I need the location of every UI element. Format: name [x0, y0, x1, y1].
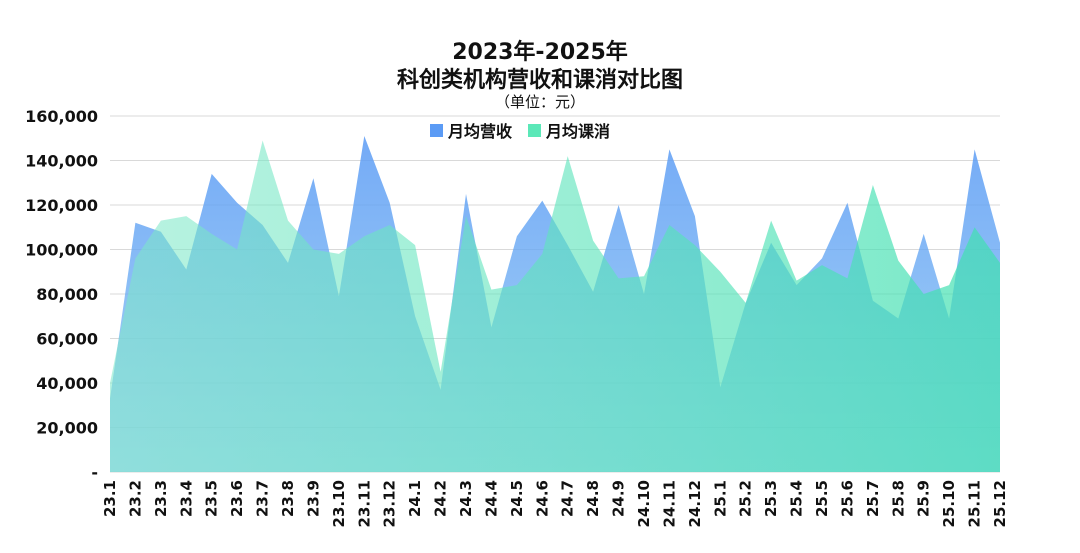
chart-unit: （单位：元） — [494, 93, 585, 111]
x-tick-label: 23.12 — [381, 480, 399, 527]
x-tick-label: 23.10 — [330, 480, 348, 527]
x-tick-label: 25.12 — [991, 480, 1009, 527]
x-tick-label: 24.3 — [457, 480, 475, 517]
legend-label: 月均课消 — [545, 122, 610, 141]
y-tick-label: 60,000 — [36, 330, 98, 349]
chart-subtitle: 科创类机构营收和课消对比图 — [396, 68, 683, 93]
x-tick-label: 24.4 — [482, 480, 500, 517]
x-tick-label: 25.7 — [864, 480, 882, 517]
x-tick-label: 25.6 — [838, 480, 856, 517]
y-tick-label: 80,000 — [36, 285, 98, 304]
x-tick-label: 23.9 — [304, 480, 322, 517]
legend-swatch — [528, 124, 541, 137]
y-tick-label: 140,000 — [25, 152, 98, 171]
x-tick-label: 23.8 — [279, 480, 297, 517]
x-tick-label: 23.11 — [355, 480, 373, 527]
series-areas — [110, 136, 1000, 472]
legend: 月均营收 月均课消 — [430, 122, 610, 141]
x-tick-label: 24.1 — [406, 480, 424, 517]
x-tick-label: 23.5 — [203, 480, 221, 517]
x-tick-label: 24.7 — [559, 480, 577, 517]
x-tick-label: 24.8 — [584, 480, 602, 517]
x-tick-label: 25.3 — [762, 480, 780, 517]
x-tick-label: 23.4 — [177, 480, 195, 517]
x-tick-label: 23.7 — [254, 480, 272, 517]
y-tick-label: 160,000 — [25, 107, 98, 126]
x-tick-label: 23.2 — [126, 480, 144, 517]
consumption-area-consumption — [110, 140, 1000, 472]
x-tick-label: 25.5 — [813, 480, 831, 517]
x-tick-label: 23.3 — [152, 480, 170, 517]
x-axis: 23.1 23.2 23.3 23.4 23.5 23.6 23.7 23.8 23.9 23.1… — [101, 480, 1009, 527]
legend-label: 月均营收 — [447, 122, 512, 141]
legend-swatch — [430, 124, 443, 137]
x-tick-label: 24.2 — [432, 480, 450, 517]
chart-title: 2023年-2025年 — [452, 40, 628, 65]
y-tick-label: - — [91, 463, 98, 482]
x-tick-label: 23.1 — [101, 480, 119, 517]
x-tick-label: 25.2 — [737, 480, 755, 517]
x-tick-label: 24.5 — [508, 480, 526, 517]
x-tick-label: 25.10 — [940, 480, 958, 527]
x-tick-label: 25.8 — [889, 480, 907, 517]
y-axis: - 20,000 40,000 60,000 80,000 100,000 120,000 1… — [25, 107, 98, 482]
x-tick-label: 25.11 — [966, 480, 984, 527]
x-tick-label: 25.9 — [915, 480, 933, 517]
x-tick-label: 24.10 — [635, 480, 653, 527]
y-tick-label: 100,000 — [25, 241, 98, 260]
x-tick-label: 24.12 — [686, 480, 704, 527]
x-tick-label: 23.6 — [228, 480, 246, 517]
x-tick-label: 25.4 — [788, 480, 806, 517]
x-tick-label: 24.9 — [610, 480, 628, 517]
y-tick-label: 120,000 — [25, 196, 98, 215]
y-tick-label: 20,000 — [36, 419, 98, 438]
x-tick-label: 24.6 — [533, 480, 551, 517]
x-tick-label: 24.11 — [660, 480, 678, 527]
y-tick-label: 40,000 — [36, 374, 98, 393]
x-tick-label: 25.1 — [711, 480, 729, 517]
